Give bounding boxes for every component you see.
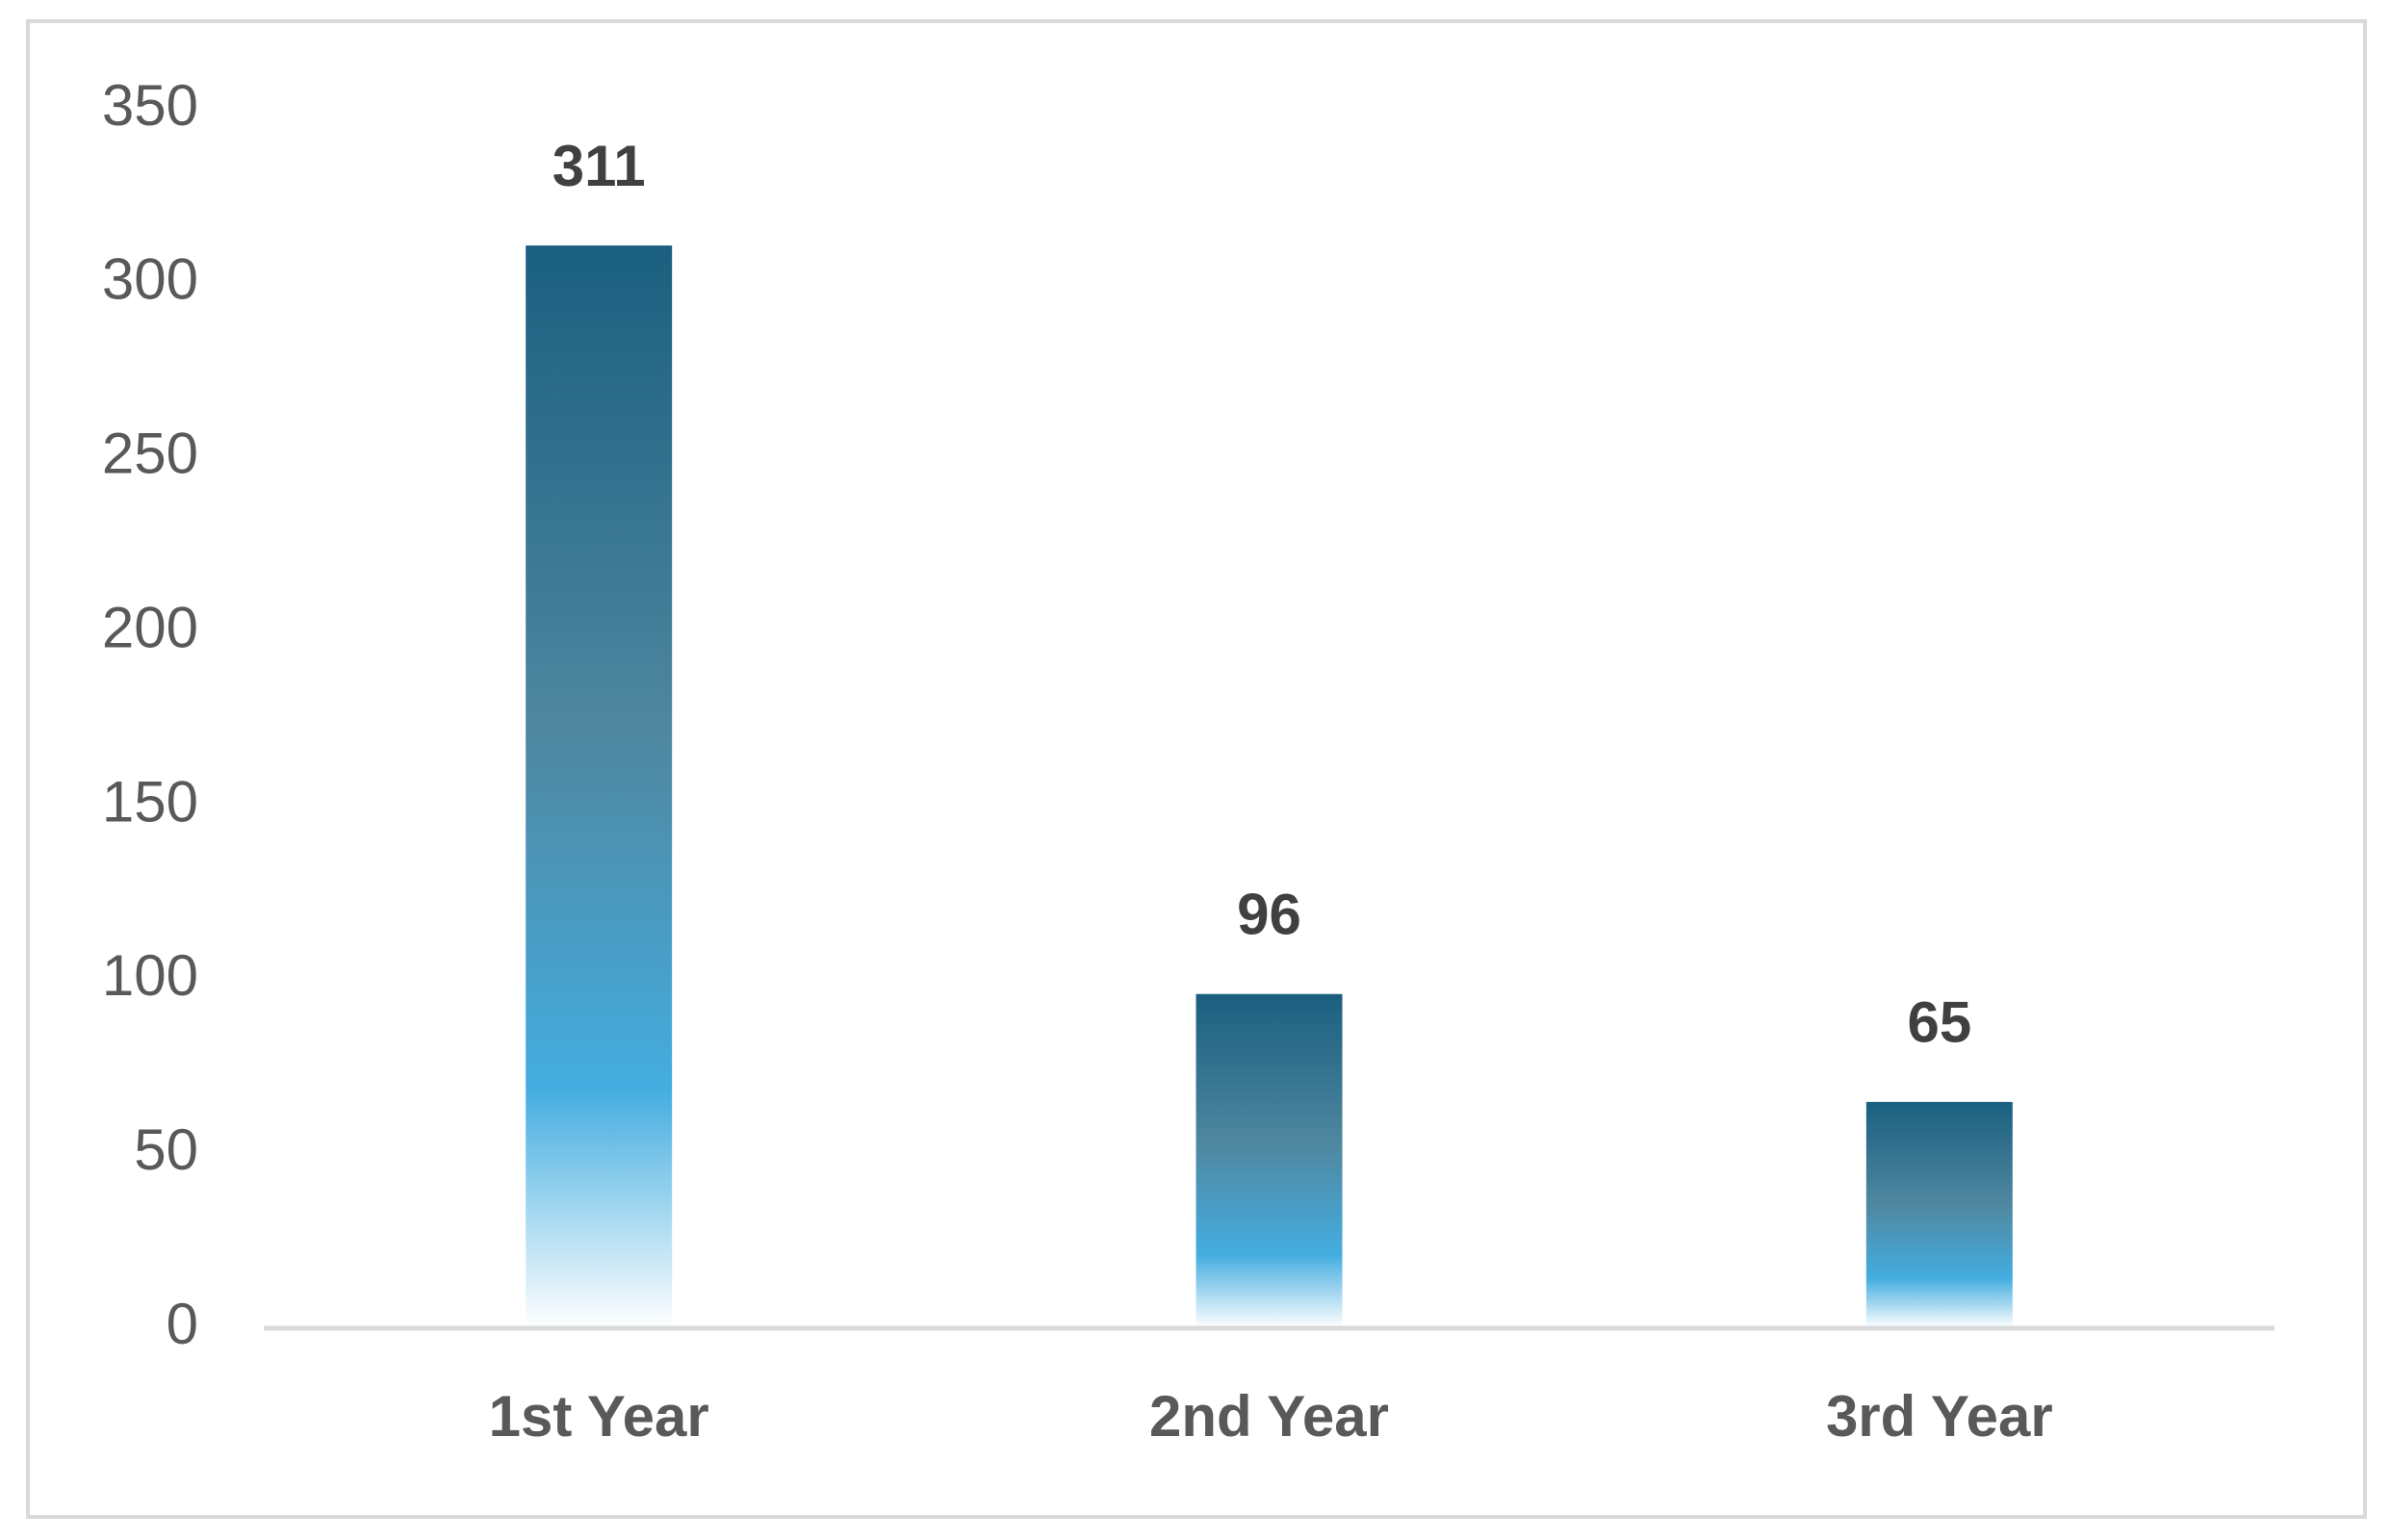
data-label: 65 [1907, 990, 1971, 1055]
y-tick-label: 0 [167, 1292, 198, 1356]
y-tick-label: 50 [134, 1117, 198, 1182]
y-tick-label: 350 [102, 73, 198, 138]
y-tick-label: 200 [102, 595, 198, 659]
bar [1865, 1101, 2013, 1328]
y-tick-label: 300 [102, 247, 198, 312]
data-label: 96 [1237, 883, 1301, 947]
x-tick-label: 2nd Year [1149, 1384, 1389, 1449]
y-tick-label: 100 [102, 943, 198, 1008]
x-tick-label: 1st Year [489, 1384, 709, 1449]
bar [1196, 993, 1343, 1328]
y-tick-label: 250 [102, 422, 198, 486]
y-tick-label: 150 [102, 769, 198, 834]
data-label: 311 [553, 134, 646, 198]
x-tick-label: 3rd Year [1826, 1384, 2053, 1449]
bar [526, 245, 673, 1328]
